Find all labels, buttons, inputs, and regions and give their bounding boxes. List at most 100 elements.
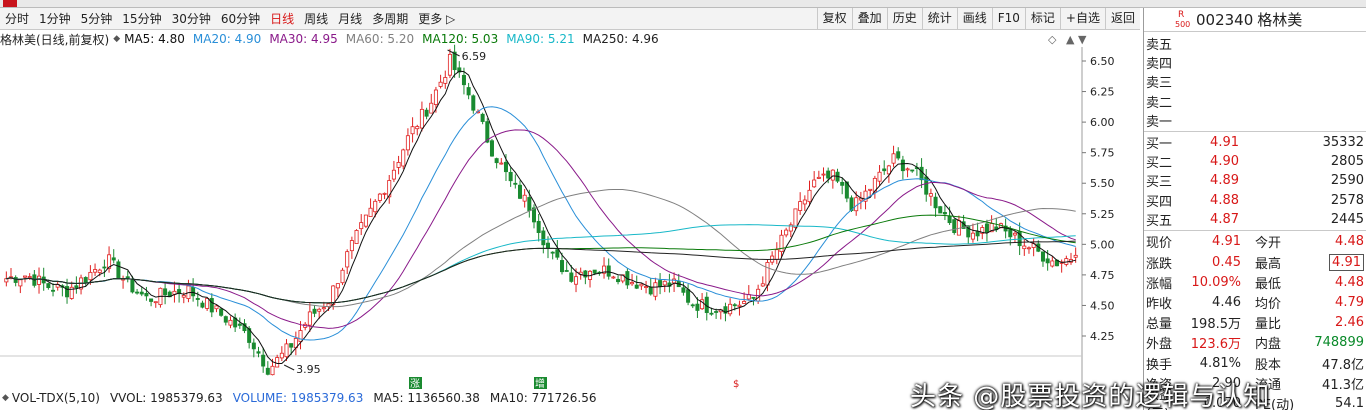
period-daily-tab[interactable]: 日线 <box>270 12 295 26</box>
candle-body <box>312 308 317 314</box>
stat-row: 净资 2.90 流通 41.3亿 <box>1144 373 1366 393</box>
buy-level-1[interactable]: 买一 4.91 35332 <box>1144 133 1366 152</box>
candle-body <box>1022 245 1027 250</box>
event-marker-label[interactable]: 涨 <box>410 378 420 390</box>
vol-expand-icon[interactable]: ◆ <box>2 393 9 403</box>
period-multi-tab[interactable]: 多周期 <box>372 12 409 26</box>
candle-body <box>93 269 98 273</box>
chart-toolbar: 分时 1分钟 5分钟 15分钟 30分钟 60分钟 日线 周线 月线 多周期 更… <box>0 8 1140 30</box>
candle-body <box>1050 260 1055 267</box>
stat-value: 0.070 <box>1203 395 1241 410</box>
book-volume: 2445 <box>1330 211 1364 227</box>
draw-line-button[interactable]: 画线 <box>956 8 992 30</box>
candle-body <box>298 330 303 342</box>
candle-body <box>602 265 607 274</box>
statistics-button[interactable]: 统计 <box>921 8 957 30</box>
candle-body <box>728 303 733 315</box>
candle-body <box>335 283 340 289</box>
history-button[interactable]: 历史 <box>886 8 922 30</box>
event-marker-bg[interactable] <box>409 377 422 389</box>
candle-body <box>265 367 270 375</box>
candle-body <box>522 194 527 202</box>
buy-level-4[interactable]: 买四 4.88 2578 <box>1144 191 1366 210</box>
candle-body <box>774 249 779 260</box>
candle-body <box>279 352 284 359</box>
price-tick-label: 5.25 <box>1090 208 1115 221</box>
stat-label: 涨跌 <box>1146 256 1173 272</box>
candle-body <box>163 288 168 296</box>
candle-body <box>662 280 667 286</box>
period-low-label: 3.95 <box>296 363 321 376</box>
candle-body <box>807 189 812 203</box>
zoom-out-icon[interactable]: ▼ <box>1078 33 1087 46</box>
ma-legend: 格林美(日线,前复权) ◆ MA5: 4.80 MA20: 4.90 MA30:… <box>0 31 1090 47</box>
candle-body <box>349 240 354 252</box>
event-marker-bg[interactable] <box>732 377 745 389</box>
book-price: 4.87 <box>1210 211 1239 227</box>
sell-level-4[interactable]: 卖四 <box>1144 53 1366 72</box>
ma20-line <box>6 106 1076 341</box>
book-divider <box>1144 229 1366 231</box>
sell-level-2[interactable]: 卖二 <box>1144 92 1366 111</box>
price-tick-label: 6.00 <box>1090 116 1115 129</box>
stat-value-cell: 4.79 <box>1289 295 1366 310</box>
period-weekly-tab[interactable]: 周线 <box>304 12 329 26</box>
period-1min-tab[interactable]: 1分钟 <box>39 12 71 26</box>
event-marker-label[interactable]: $ <box>733 379 739 390</box>
ma30-label: MA30: 4.95 <box>269 32 338 46</box>
candle-body <box>424 109 429 117</box>
candle-body <box>195 298 200 300</box>
period-more-tab[interactable]: 更多 ▷ <box>413 9 460 29</box>
zoom-in-icon[interactable]: ▲ <box>1066 33 1075 46</box>
event-marker-label[interactable]: 增 <box>535 377 545 390</box>
period-60min-tab[interactable]: 60分钟 <box>220 12 261 26</box>
candle-body <box>219 308 224 316</box>
candle-body <box>919 166 924 181</box>
stat-value: 4.81% <box>1199 355 1241 371</box>
candle-body <box>307 311 312 326</box>
candle-body <box>877 171 882 182</box>
period-intraday-tab[interactable]: 分时 <box>5 12 30 26</box>
candle-body <box>275 357 280 368</box>
buy-level-2[interactable]: 买二 4.90 2805 <box>1144 152 1366 171</box>
vol-ma5-value: MA5: 1136560.38 <box>373 391 480 405</box>
period-5min-tab[interactable]: 5分钟 <box>80 12 113 26</box>
f10-button[interactable]: F10 <box>991 8 1025 30</box>
period-monthly-tab[interactable]: 月线 <box>338 12 363 26</box>
candle-body <box>882 168 887 172</box>
kline-chart-area[interactable]: 6.50 6.25 6.00 5.75 5.50 5.25 5.00 4.75 4.50 4.25… <box>0 31 1140 410</box>
candle-body <box>200 302 205 308</box>
candle-body <box>980 227 985 234</box>
period-more-label: 更多 <box>418 12 443 26</box>
candle-body <box>368 207 373 217</box>
overlay-button[interactable]: 叠加 <box>851 8 887 30</box>
buy-level-3[interactable]: 买三 4.89 2590 <box>1144 171 1366 190</box>
candle-body <box>499 162 504 165</box>
adjust-rights-button[interactable]: 复权 <box>816 8 852 30</box>
back-button[interactable]: 返回 <box>1104 8 1140 30</box>
kline-chart[interactable]: 6.50 6.25 6.00 5.75 5.50 5.25 5.00 4.75 4.50 4.25… <box>0 31 1140 410</box>
period-15min-tab[interactable]: 15分钟 <box>122 12 162 26</box>
candle-body <box>466 87 471 96</box>
period-30min-tab[interactable]: 30分钟 <box>171 12 211 26</box>
quote-panel: R 500 002340 格林美 卖五 卖四 卖三 卖二 卖一 买一 4.91 35… <box>1143 8 1366 410</box>
sell-level-3[interactable]: 卖三 <box>1144 72 1366 91</box>
candle-body <box>4 278 9 283</box>
sell-level-1[interactable]: 卖一 <box>1144 111 1366 130</box>
stat-label: 内盘 <box>1255 337 1282 353</box>
buy-level-5[interactable]: 买五 4.87 2445 <box>1144 210 1366 229</box>
low-pointer <box>283 364 295 371</box>
candle-body <box>784 229 789 236</box>
diamond-icon[interactable]: ◇ <box>1048 33 1057 46</box>
stat-row: 昨收 4.46 均价 4.79 <box>1144 292 1366 312</box>
stat-value-cell: 47.8亿 <box>1289 354 1366 373</box>
candle-body <box>205 298 210 309</box>
watermark: 头条 @股票投资的逻辑与认知 <box>910 382 1271 410</box>
legend-expand-icon[interactable]: ◆ <box>113 34 121 44</box>
mark-button[interactable]: 标记 <box>1024 8 1060 30</box>
add-watchlist-button[interactable]: +自选 <box>1059 8 1105 30</box>
event-marker-bg[interactable] <box>534 377 547 389</box>
candle-body <box>256 351 261 354</box>
candle-body <box>550 251 555 254</box>
sell-level-5[interactable]: 卖五 <box>1144 34 1366 53</box>
